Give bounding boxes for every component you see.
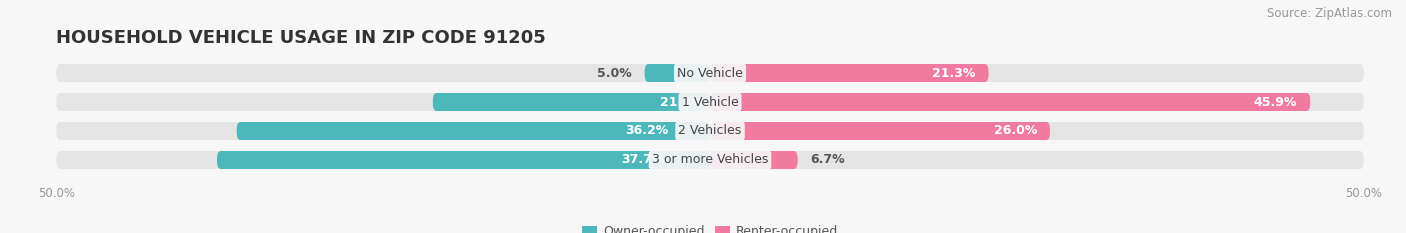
FancyBboxPatch shape [56, 64, 1364, 82]
FancyBboxPatch shape [710, 151, 797, 169]
FancyBboxPatch shape [56, 151, 1364, 169]
FancyBboxPatch shape [710, 122, 1050, 140]
FancyBboxPatch shape [710, 64, 988, 82]
Text: 45.9%: 45.9% [1254, 96, 1298, 109]
Text: Source: ZipAtlas.com: Source: ZipAtlas.com [1267, 7, 1392, 20]
FancyBboxPatch shape [644, 64, 710, 82]
Text: 3 or more Vehicles: 3 or more Vehicles [652, 154, 768, 167]
Text: 36.2%: 36.2% [624, 124, 668, 137]
Text: 26.0%: 26.0% [994, 124, 1038, 137]
Text: 21.2%: 21.2% [661, 96, 703, 109]
Text: No Vehicle: No Vehicle [678, 66, 742, 79]
Legend: Owner-occupied, Renter-occupied: Owner-occupied, Renter-occupied [576, 220, 844, 233]
Text: 6.7%: 6.7% [811, 154, 845, 167]
FancyBboxPatch shape [433, 93, 710, 111]
Text: 5.0%: 5.0% [596, 66, 631, 79]
FancyBboxPatch shape [710, 93, 1310, 111]
Text: 37.7%: 37.7% [621, 154, 665, 167]
Text: 2 Vehicles: 2 Vehicles [679, 124, 741, 137]
FancyBboxPatch shape [56, 93, 1364, 111]
FancyBboxPatch shape [217, 151, 710, 169]
Text: HOUSEHOLD VEHICLE USAGE IN ZIP CODE 91205: HOUSEHOLD VEHICLE USAGE IN ZIP CODE 9120… [56, 29, 546, 47]
FancyBboxPatch shape [236, 122, 710, 140]
Text: 1 Vehicle: 1 Vehicle [682, 96, 738, 109]
Text: 21.3%: 21.3% [932, 66, 976, 79]
FancyBboxPatch shape [56, 122, 1364, 140]
